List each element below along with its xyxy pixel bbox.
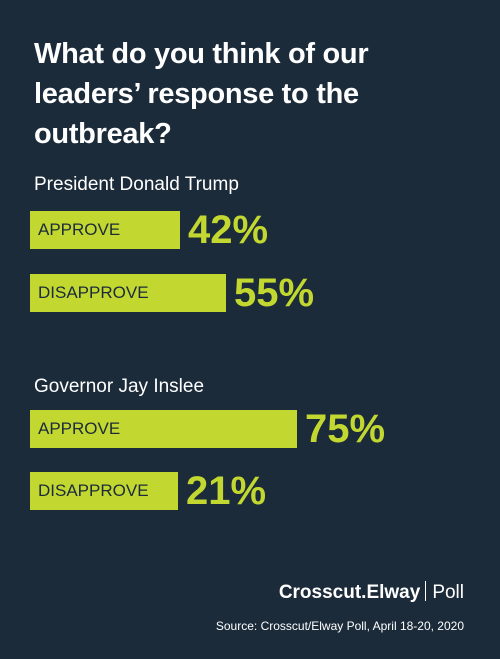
group-label: President Donald Trump (34, 174, 239, 195)
group-inslee: Governor Jay Inslee APPROVE 75% DISAPPRO… (30, 376, 385, 513)
bar-label: DISAPPROVE (38, 283, 149, 302)
bar-row-inslee-approve: APPROVE 75% (30, 407, 385, 451)
bar-label: DISAPPROVE (38, 481, 149, 500)
brand-suffix: Poll (432, 582, 464, 603)
bar-value-trump-disapprove: 55% (234, 271, 315, 315)
bar-value-inslee-approve: 75% (305, 407, 386, 451)
group-trump: President Donald Trump APPROVE 42% DISAP… (30, 174, 314, 315)
bar-value-inslee-disapprove: 21% (186, 469, 267, 513)
bar-inslee-approve: APPROVE (30, 410, 297, 448)
bar-row-inslee-disapprove: DISAPPROVE 21% (30, 469, 266, 513)
brand-divider (425, 581, 427, 601)
group-label: Governor Jay Inslee (34, 376, 205, 397)
bar-row-trump-disapprove: DISAPPROVE 55% (30, 271, 314, 315)
chart-title: What do you think of our leaders’ respon… (34, 38, 369, 150)
source-note: Source: Crosscut/Elway Poll, April 18-20… (215, 619, 464, 633)
bar-row-trump-approve: APPROVE 42% (30, 208, 268, 252)
bar-trump-disapprove: DISAPPROVE (30, 274, 226, 312)
bar-trump-approve: APPROVE (30, 211, 180, 249)
brand-logo: Crosscut.Elway Poll (279, 581, 464, 604)
bar-label: APPROVE (38, 419, 121, 438)
bar-label: APPROVE (38, 220, 121, 239)
bar-value-trump-approve: 42% (188, 208, 269, 252)
bar-inslee-disapprove: DISAPPROVE (30, 472, 178, 510)
brand-name: Crosscut.Elway (278, 582, 421, 603)
